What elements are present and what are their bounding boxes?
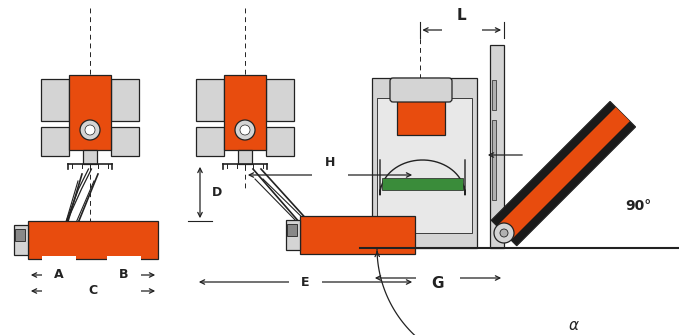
Text: C: C	[88, 284, 98, 297]
Text: L: L	[457, 7, 466, 22]
Bar	[490, 45, 504, 248]
Text: D: D	[212, 186, 222, 199]
Text: 90°: 90°	[625, 199, 651, 213]
Bar	[224, 75, 266, 150]
Bar	[111, 127, 139, 156]
Text: G: G	[432, 275, 444, 290]
Text: A: A	[54, 268, 64, 281]
Bar	[15, 229, 25, 241]
Bar	[196, 79, 224, 121]
Text: α: α	[569, 319, 579, 334]
Polygon shape	[497, 107, 630, 240]
Bar	[492, 80, 496, 110]
Text: H: H	[325, 156, 335, 170]
Bar	[238, 150, 252, 164]
Circle shape	[80, 120, 100, 140]
Circle shape	[85, 125, 95, 135]
Bar	[382, 178, 463, 190]
Bar	[397, 93, 445, 135]
Bar	[41, 79, 69, 121]
Bar	[83, 150, 97, 164]
Circle shape	[235, 120, 255, 140]
Text: B: B	[120, 268, 129, 281]
FancyBboxPatch shape	[390, 78, 452, 102]
Bar	[266, 79, 294, 121]
Bar	[372, 78, 477, 248]
Bar	[69, 75, 111, 150]
Bar	[111, 79, 139, 121]
Bar	[492, 120, 496, 200]
Circle shape	[240, 125, 250, 135]
Circle shape	[500, 229, 508, 237]
Bar	[196, 127, 224, 156]
Bar	[377, 98, 472, 233]
Polygon shape	[492, 102, 636, 246]
Bar	[14, 225, 28, 255]
Circle shape	[494, 223, 514, 243]
Bar	[28, 221, 158, 259]
Bar	[266, 127, 294, 156]
Bar	[300, 216, 415, 254]
Bar	[287, 224, 297, 236]
Text: E: E	[301, 275, 310, 288]
Bar	[286, 220, 300, 250]
Bar	[41, 127, 69, 156]
